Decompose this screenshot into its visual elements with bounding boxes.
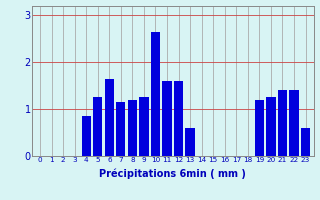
Bar [278, 90, 287, 156]
Bar [266, 97, 276, 156]
Bar [289, 90, 299, 156]
Bar [105, 79, 114, 156]
Bar [128, 100, 137, 156]
Bar [116, 102, 125, 156]
Bar [82, 116, 91, 156]
Bar [255, 100, 264, 156]
Bar [163, 81, 172, 156]
X-axis label: Précipitations 6min ( mm ): Précipitations 6min ( mm ) [100, 169, 246, 179]
Bar [151, 32, 160, 156]
Bar [301, 128, 310, 156]
Bar [186, 128, 195, 156]
Bar [139, 97, 148, 156]
Bar [93, 97, 102, 156]
Bar [174, 81, 183, 156]
